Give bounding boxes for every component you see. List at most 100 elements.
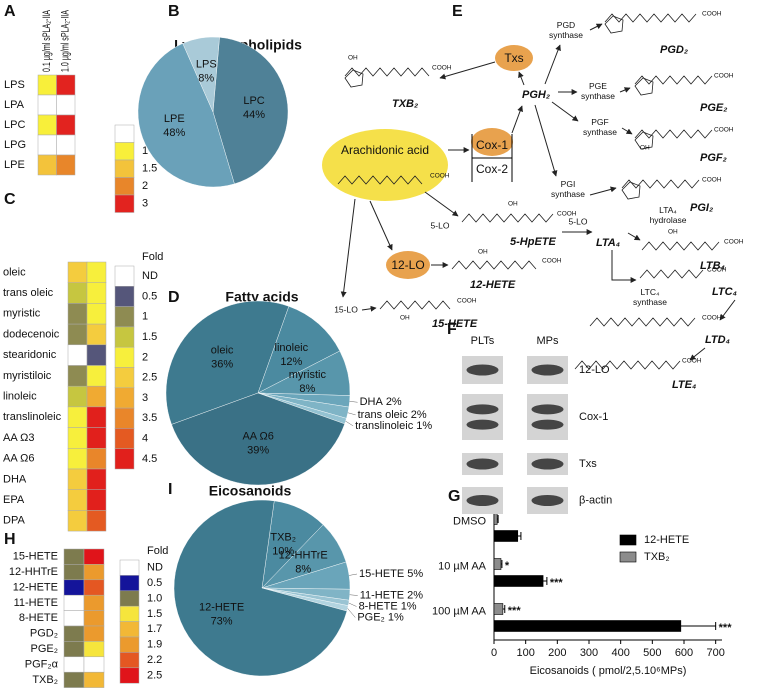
structure-ring (621, 181, 641, 200)
row-label: 8-HETE (19, 612, 58, 624)
heatmap-cell (63, 548, 85, 565)
node-label: PGI synthase (551, 179, 585, 199)
panel-label: H (4, 531, 16, 548)
node-label: PGH₂ (522, 89, 550, 101)
structure (634, 129, 713, 139)
x-tick-label: 200 (548, 647, 566, 659)
slice-value: 12% (280, 356, 302, 368)
column-label: PLTs (471, 335, 495, 347)
group-label: COOH (542, 258, 562, 265)
slice-label: trans oleic 2% (358, 409, 427, 421)
node-label: PGF₂ (700, 152, 727, 164)
heatmap-cell (67, 323, 88, 346)
node-label: PGF synthase (583, 117, 617, 137)
blot-box (462, 394, 503, 440)
pie-slice (182, 36, 220, 113)
heatmap-cell (37, 134, 57, 156)
blot-band (466, 419, 499, 430)
node-label: Cox-2 (476, 162, 508, 176)
heatmap-cell (56, 134, 76, 156)
arrow (439, 61, 496, 80)
slice-value: 1% (401, 600, 417, 612)
node-label: PGD synthase (549, 20, 583, 40)
bar (493, 530, 519, 542)
group-label: OH (640, 145, 650, 152)
arrow (511, 105, 523, 134)
slice-value: 8% (295, 564, 311, 576)
legend-swatch (114, 124, 135, 143)
pie-slice (171, 392, 345, 486)
leader-line (347, 608, 356, 618)
x-tick-label: 600 (675, 647, 693, 659)
significance-label: *** (508, 605, 522, 617)
chart-title: Fatty acids (225, 289, 298, 305)
legend-label: ND (142, 270, 158, 282)
error-bar (502, 605, 506, 613)
legend-swatch (619, 551, 637, 563)
group-label: COOH (714, 73, 734, 80)
heatmap-cell (67, 261, 88, 283)
node-label-line: LTA₄ (659, 205, 677, 215)
heatmap-cell (63, 671, 85, 688)
bar (493, 558, 502, 570)
slice-label: TXB₂ 10% (270, 531, 296, 557)
slice-value: 48% (163, 127, 185, 139)
row-label: PGE₂ (31, 643, 59, 655)
blot-band (466, 364, 499, 376)
legend-swatch (114, 326, 135, 348)
significance-label: * (505, 560, 510, 572)
node-label: TXB₂ (392, 98, 418, 110)
legend-label: 1.5 (147, 608, 162, 620)
legend-label: 2.2 (147, 654, 162, 666)
heatmap-cell (83, 579, 105, 596)
group-label: OH (508, 201, 518, 208)
blot-band (531, 458, 564, 470)
blot-band (466, 404, 499, 415)
slice-label: AA Ω6 39% (242, 431, 273, 457)
node-label: 15-HETE (432, 318, 478, 330)
row-label: myristic (3, 308, 41, 320)
heatmap-cell (67, 303, 88, 325)
pie-slice (165, 300, 290, 425)
pathway-decoration (322, 23, 736, 361)
row-label: 12-HETE (13, 581, 58, 593)
significance-label: *** (719, 622, 733, 634)
group-label: COOH (714, 127, 734, 134)
heatmap-cell (56, 74, 76, 96)
row-label: LPS (4, 79, 25, 91)
y-tick-label: 10 µM AA (438, 560, 487, 572)
row-label: translinoleic (3, 411, 62, 423)
heatmap-cell (37, 114, 57, 136)
arrow (340, 198, 356, 298)
legend-label: TXB₂ (644, 551, 670, 563)
node-label: PGE₂ (700, 102, 727, 114)
row-label: AA Ω6 (3, 453, 34, 465)
row-label: LPG (4, 139, 26, 151)
legend-swatch (114, 142, 135, 161)
arrow (544, 44, 561, 85)
legend-swatch (114, 306, 135, 328)
group-label: COOH (707, 267, 727, 274)
legend-label: 2.5 (147, 669, 162, 681)
node-label: PGD₂ (660, 44, 688, 56)
significance-label: *** (550, 577, 564, 589)
structure (639, 269, 704, 279)
legend-swatch (114, 387, 135, 409)
slice-value: 2% (407, 589, 423, 601)
row-label: 15-HETE (13, 551, 58, 563)
structure (461, 213, 554, 223)
slice-name: TXB₂ (270, 531, 296, 543)
arrow (611, 250, 637, 283)
row-label: β-actin (579, 494, 612, 506)
structure (344, 67, 430, 77)
node-label: 5-LO (431, 220, 450, 230)
slice-value: 2% (411, 409, 427, 421)
node-label: PGE synthase (581, 81, 615, 101)
node-shape (495, 45, 533, 71)
node-label: LTC₄ (712, 286, 737, 298)
slice-value: 10% (272, 545, 294, 557)
panel-label: C (4, 191, 16, 208)
slice-label: 8-HETE 1% (359, 600, 417, 612)
